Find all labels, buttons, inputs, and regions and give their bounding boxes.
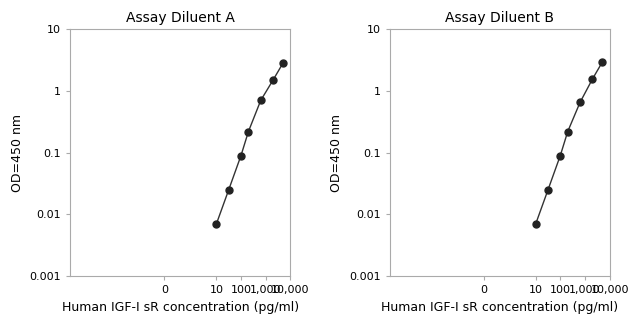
- Y-axis label: OD=450 nm: OD=450 nm: [11, 114, 24, 192]
- Title: Assay Diluent B: Assay Diluent B: [445, 11, 554, 25]
- Title: Assay Diluent A: Assay Diluent A: [126, 11, 235, 25]
- X-axis label: Human IGF-I sR concentration (pg/ml): Human IGF-I sR concentration (pg/ml): [62, 301, 299, 314]
- Y-axis label: OD=450 nm: OD=450 nm: [330, 114, 344, 192]
- X-axis label: Human IGF-I sR concentration (pg/ml): Human IGF-I sR concentration (pg/ml): [381, 301, 618, 314]
